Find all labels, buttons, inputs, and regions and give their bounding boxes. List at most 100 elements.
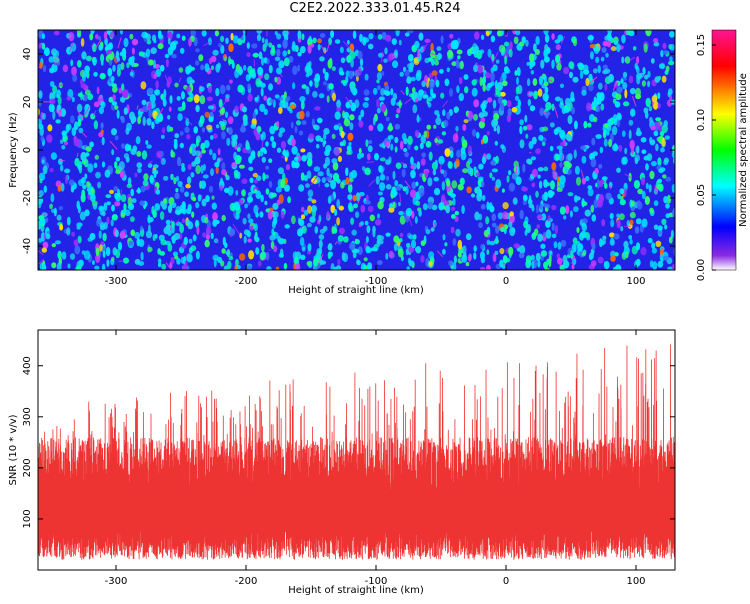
heatmap-cell (221, 248, 225, 254)
heatmap-cell (527, 224, 531, 233)
heatmap-cell (651, 58, 655, 64)
heatmap-cell (121, 143, 125, 149)
heatmap-cell (598, 83, 603, 90)
heatmap-cell (78, 93, 83, 97)
heatmap-cell (480, 77, 483, 86)
heatmap-cell (405, 70, 410, 77)
heatmap-cell (442, 131, 446, 135)
heatmap-streak (121, 189, 122, 195)
heatmap-cell (143, 173, 148, 180)
heatmap-cell (543, 179, 548, 188)
heatmap-cell (284, 263, 287, 270)
heatmap-cell (218, 148, 221, 155)
heatmap-cell (508, 108, 512, 116)
heatmap-cell (172, 41, 178, 46)
heatmap-cell (107, 50, 112, 54)
heatmap-cell (441, 194, 445, 202)
heatmap-cell (667, 100, 672, 107)
heatmap-cell (156, 151, 162, 159)
heatmap-cell (537, 234, 543, 242)
heatmap-cell (434, 110, 439, 115)
heatmap-cell (247, 238, 252, 242)
heatmap-cell (373, 117, 376, 126)
heatmap-cell (614, 252, 618, 256)
heatmap-cell (582, 201, 588, 206)
heatmap-cell (435, 160, 438, 168)
heatmap-cell (408, 54, 414, 62)
heatmap-cell (523, 195, 528, 202)
heatmap-cell (636, 259, 641, 267)
heatmap-cell (282, 50, 287, 57)
heatmap-cell (195, 105, 199, 112)
heatmap-cell (601, 239, 606, 244)
heatmap-cell (200, 180, 206, 189)
heatmap-streak (457, 132, 458, 139)
heatmap-cell (537, 215, 543, 220)
heatmap-cell (171, 54, 176, 58)
heatmap-cell (495, 141, 498, 146)
heatmap-cell (350, 83, 354, 93)
heatmap-cell (635, 88, 641, 97)
heatmap-cell (188, 204, 192, 211)
heatmap-cell (239, 199, 244, 205)
heatmap-cell (544, 56, 550, 62)
heatmap-cell (610, 255, 616, 262)
heatmap-cell (482, 156, 486, 164)
heatmap-cell (160, 251, 165, 256)
heatmap-cell (201, 149, 206, 153)
heatmap-cell (619, 213, 625, 220)
heatmap-cell (408, 258, 411, 264)
heatmap-cell (468, 145, 472, 155)
heatmap-cell (662, 76, 667, 83)
heatmap-cell (158, 43, 164, 49)
heatmap-cell (174, 83, 178, 88)
heatmap-cell (670, 44, 675, 51)
heatmap-cell (347, 55, 352, 63)
heatmap-cell (146, 49, 150, 58)
heatmap-cell (396, 186, 401, 191)
heatmap-cell (421, 158, 426, 166)
heatmap-cell (60, 165, 63, 172)
x-tick-label: 0 (503, 576, 509, 587)
heatmap-cell (142, 100, 147, 106)
heatmap-cell (548, 215, 551, 222)
heatmap-cell (190, 245, 196, 251)
heatmap-cell (357, 260, 361, 265)
heatmap-cell (539, 108, 544, 116)
heatmap-cell (386, 117, 390, 122)
heatmap-cell (392, 202, 395, 209)
heatmap-cell (604, 261, 610, 269)
heatmap-cell (654, 200, 659, 206)
heatmap-cell (649, 184, 652, 192)
heatmap-cell (447, 67, 450, 72)
heatmap-cell (496, 60, 500, 64)
heatmap-cell (455, 126, 458, 132)
heatmap-cell (657, 92, 660, 99)
heatmap-cell (289, 109, 292, 113)
heatmap-cell (462, 254, 467, 263)
heatmap-cell (662, 43, 666, 49)
heatmap-cell (222, 215, 226, 221)
heatmap-cell (295, 126, 298, 133)
heatmap-cell (94, 120, 98, 129)
heatmap-cell (276, 33, 281, 39)
heatmap-cell (320, 33, 325, 38)
heatmap-cell (448, 260, 453, 266)
heatmap-cell (376, 99, 380, 108)
heatmap-cell (645, 163, 649, 170)
heatmap-cell (300, 255, 305, 260)
heatmap-cell (568, 192, 574, 196)
heatmap-cell (111, 205, 115, 212)
heatmap-cell (560, 84, 564, 88)
heatmap-cell (500, 227, 505, 232)
heatmap-cell (564, 107, 570, 113)
heatmap-cell (654, 131, 659, 137)
heatmap-cell (392, 60, 398, 68)
heatmap-cell (174, 133, 179, 138)
heatmap-cell (532, 183, 536, 188)
heatmap-cell (198, 194, 202, 202)
heatmap-cell (436, 80, 440, 88)
heatmap-cell (94, 102, 100, 108)
heatmap-cell (415, 216, 418, 224)
heatmap-cell (255, 212, 259, 218)
